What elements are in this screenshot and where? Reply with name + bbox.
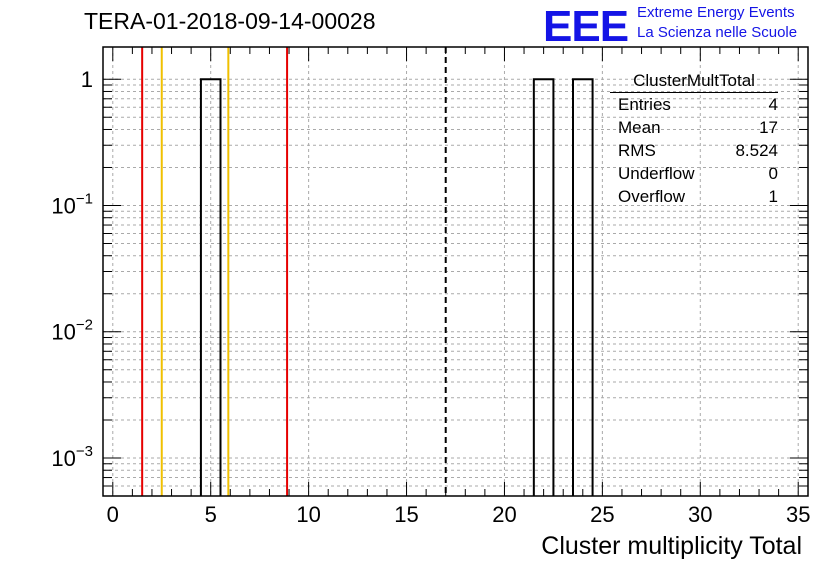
stats-row-rms: RMS 8.524 [610, 139, 778, 162]
stats-value: 0 [768, 164, 778, 183]
y-tick-label: 10−1 [51, 190, 93, 218]
stats-label: Overflow [618, 187, 686, 206]
logo-line-2: La Scienza nelle Scuole [637, 24, 798, 41]
x-tick-label: 20 [492, 502, 516, 527]
stats-box: ClusterMultTotal Entries 4 Mean 17 RMS 8… [610, 70, 778, 208]
stats-row-overflow: Overflow 1 [610, 185, 778, 208]
stats-label: RMS [618, 141, 656, 160]
y-tick-label: 10−2 [51, 317, 93, 345]
y-tick-label: 10−3 [51, 443, 93, 471]
x-axis-label: Cluster multiplicity Total [541, 532, 802, 560]
x-tick-label: 10 [296, 502, 320, 527]
x-tick-label: 15 [394, 502, 418, 527]
x-tick-label: 30 [688, 502, 712, 527]
stats-label: Underflow [618, 164, 695, 183]
stats-label: Entries [618, 95, 671, 114]
histogram-bin [572, 78, 594, 496]
x-tick-label: 35 [786, 502, 810, 527]
histogram-bin [199, 78, 222, 496]
stats-value: 17 [759, 118, 778, 137]
stats-value: 4 [768, 95, 778, 114]
stats-label: Mean [618, 118, 661, 137]
histogram-bin [532, 78, 555, 496]
stats-value: 1 [768, 187, 778, 206]
x-tick-label: 5 [205, 502, 217, 527]
stats-row-mean: Mean 17 [610, 116, 778, 139]
eee-logo-icon: EEE [543, 2, 629, 51]
stats-title: ClusterMultTotal [610, 70, 778, 93]
x-tick-label: 25 [590, 502, 614, 527]
y-tick-label: 1 [81, 67, 93, 92]
stats-row-entries: Entries 4 [610, 93, 778, 116]
stats-value: 8.524 [735, 141, 778, 160]
stats-row-underflow: Underflow 0 [610, 162, 778, 185]
x-tick-label: 0 [107, 502, 119, 527]
logo-line-1: Extreme Energy Events [637, 4, 795, 21]
chart-title: TERA-01-2018-09-14-00028 [84, 8, 376, 34]
